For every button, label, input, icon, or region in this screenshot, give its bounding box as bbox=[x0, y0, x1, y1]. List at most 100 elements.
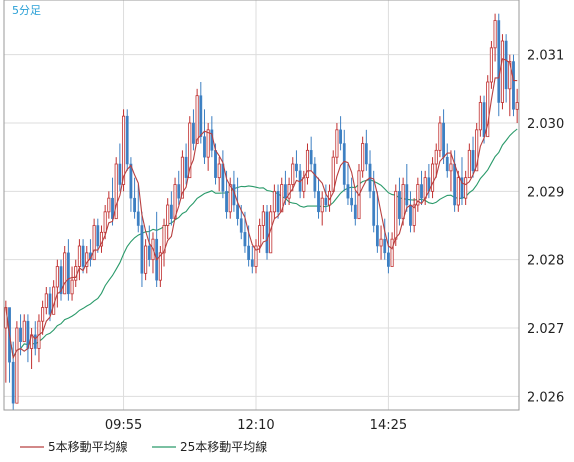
candle-down bbox=[350, 197, 354, 206]
candle-down bbox=[236, 204, 239, 219]
candle-down bbox=[111, 197, 114, 219]
candle-down bbox=[247, 245, 251, 260]
candle-down bbox=[342, 143, 346, 185]
candle-down bbox=[239, 218, 243, 233]
candle-up bbox=[434, 149, 438, 165]
candle-down bbox=[129, 163, 133, 199]
y-tick-label: 2.031 bbox=[527, 49, 564, 64]
ma5-line-layer bbox=[5, 58, 518, 360]
candle-down bbox=[482, 102, 486, 137]
candle-up bbox=[162, 225, 166, 254]
candle-up bbox=[107, 197, 111, 213]
legend-ma5-label: 5本移動平均線 bbox=[48, 439, 128, 454]
x-axis-ticks: 09:55 12:10 14:25 bbox=[105, 418, 407, 433]
candle-down bbox=[284, 184, 287, 199]
candle-down bbox=[445, 156, 449, 172]
candle-down bbox=[313, 163, 317, 192]
candle-up bbox=[180, 156, 184, 199]
candle-up bbox=[44, 293, 48, 308]
candle-down bbox=[372, 191, 376, 226]
y-axis-ticks: 2.026 2.027 2.028 2.029 2.030 2.031 bbox=[527, 49, 564, 406]
candle-down bbox=[353, 204, 357, 219]
candle-down bbox=[409, 204, 412, 226]
candle-up bbox=[188, 122, 192, 179]
candle-up bbox=[361, 143, 365, 172]
candle-up bbox=[158, 252, 162, 281]
candle-down bbox=[48, 293, 52, 315]
candle-down bbox=[295, 163, 298, 172]
x-tick-label: 14:25 bbox=[370, 418, 407, 433]
candle-up bbox=[228, 184, 232, 213]
candle-down bbox=[33, 334, 37, 349]
candle-up bbox=[515, 102, 519, 110]
candle-up bbox=[508, 61, 512, 90]
candle-up bbox=[379, 238, 383, 247]
candle-up bbox=[464, 177, 468, 199]
candle-up bbox=[258, 225, 262, 247]
y-tick-label: 2.028 bbox=[527, 254, 564, 269]
candle-up bbox=[41, 307, 45, 322]
candle-up bbox=[114, 163, 118, 220]
candle-down bbox=[11, 361, 15, 404]
x-tick-label: 09:55 bbox=[105, 418, 142, 433]
candle-up bbox=[390, 238, 394, 267]
candle-down bbox=[59, 266, 63, 295]
ma5-line bbox=[5, 58, 518, 360]
candle-up bbox=[261, 211, 265, 226]
candle-up bbox=[55, 266, 59, 288]
y-tick-label: 2.026 bbox=[527, 390, 564, 405]
candle-up bbox=[103, 211, 107, 233]
candle-down bbox=[364, 143, 368, 165]
candle-up bbox=[15, 327, 19, 404]
candle-down bbox=[512, 61, 515, 110]
candle-up bbox=[92, 225, 96, 261]
candle-down bbox=[346, 184, 350, 199]
candle-up bbox=[320, 197, 324, 213]
y-tick-label: 2.027 bbox=[527, 322, 564, 337]
candle-down bbox=[147, 245, 151, 260]
candle-up bbox=[305, 149, 310, 179]
candle-down bbox=[243, 232, 247, 247]
candle-down bbox=[497, 20, 501, 103]
candle-down bbox=[442, 122, 445, 158]
candle-up bbox=[500, 40, 504, 103]
candle-down bbox=[184, 156, 188, 178]
candle-down bbox=[133, 197, 136, 213]
candle-up bbox=[99, 231, 104, 247]
candle-up bbox=[144, 245, 148, 274]
candle-up bbox=[412, 204, 416, 226]
candle-up bbox=[166, 204, 170, 226]
candle-up bbox=[77, 245, 81, 267]
candle-down bbox=[125, 115, 129, 165]
candle-up bbox=[475, 129, 479, 172]
candle-down bbox=[19, 327, 22, 342]
candle-down bbox=[375, 225, 379, 247]
candle-up bbox=[272, 190, 276, 213]
candle-up bbox=[449, 163, 453, 172]
candle-down bbox=[66, 252, 70, 295]
candle-down bbox=[309, 150, 313, 165]
candle-down bbox=[471, 150, 475, 172]
candle-up bbox=[331, 156, 335, 192]
candle-down bbox=[214, 150, 217, 178]
candle-down bbox=[265, 211, 269, 254]
candle-down bbox=[339, 129, 342, 144]
candle-down bbox=[405, 184, 409, 206]
candle-down bbox=[250, 259, 254, 267]
candle-down bbox=[96, 225, 100, 247]
candle-up bbox=[489, 47, 493, 83]
candle-down bbox=[317, 191, 320, 213]
candle-up bbox=[478, 102, 482, 131]
candle-up bbox=[467, 149, 471, 179]
candle-up bbox=[401, 184, 405, 220]
candle-down bbox=[398, 191, 401, 219]
candle-up bbox=[217, 163, 221, 179]
candle-up bbox=[394, 190, 398, 240]
candle-up bbox=[70, 279, 74, 295]
candle-down bbox=[460, 177, 464, 199]
candle-up bbox=[416, 184, 420, 206]
candle-down bbox=[504, 40, 508, 90]
